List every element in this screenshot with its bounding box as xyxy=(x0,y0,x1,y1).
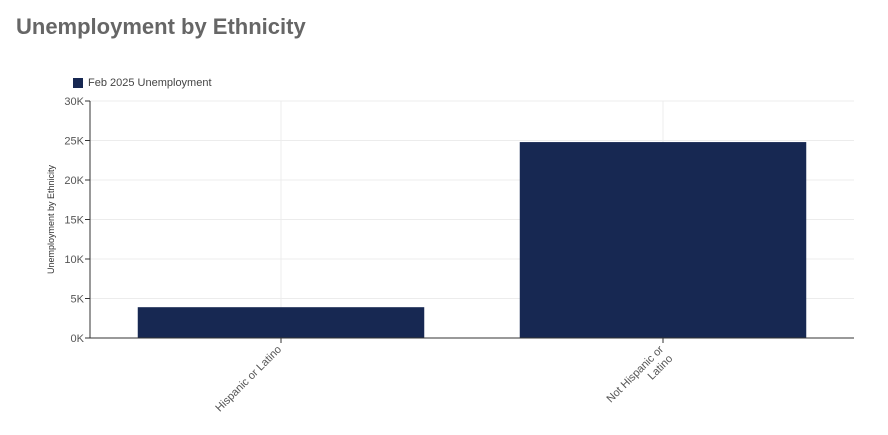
x-tick-label: Not Hispanic orLatino xyxy=(604,343,675,414)
x-tick-labels: Hispanic or Latino Not Hispanic orLatino xyxy=(213,343,675,414)
y-tick-label: 10K xyxy=(64,254,84,266)
y-tick-label: 0K xyxy=(71,333,85,345)
chart-title: Unemployment by Ethnicity xyxy=(16,14,306,39)
bar[interactable] xyxy=(137,307,425,338)
y-tick-label: 15K xyxy=(64,215,84,227)
y-tick-label: 30K xyxy=(64,96,84,108)
y-tick-label: 25K xyxy=(64,136,84,148)
x-tick-label-line: Hispanic or Latino xyxy=(213,344,284,415)
y-tick-labels: 0K 5K 10K 15K 20K 25K 30K xyxy=(64,96,84,345)
legend-label: Feb 2025 Unemployment xyxy=(88,77,212,89)
x-tick-label: Hispanic or Latino xyxy=(213,344,284,415)
bars xyxy=(137,142,807,338)
legend[interactable]: Feb 2025 Unemployment xyxy=(73,77,212,89)
y-tick-label: 20K xyxy=(64,175,84,187)
y-tick-label: 5K xyxy=(71,294,85,306)
y-axis-title: Unemployment by Ethnicity xyxy=(46,164,56,274)
legend-swatch xyxy=(73,78,83,88)
axes xyxy=(85,100,854,343)
bar[interactable] xyxy=(519,142,807,338)
